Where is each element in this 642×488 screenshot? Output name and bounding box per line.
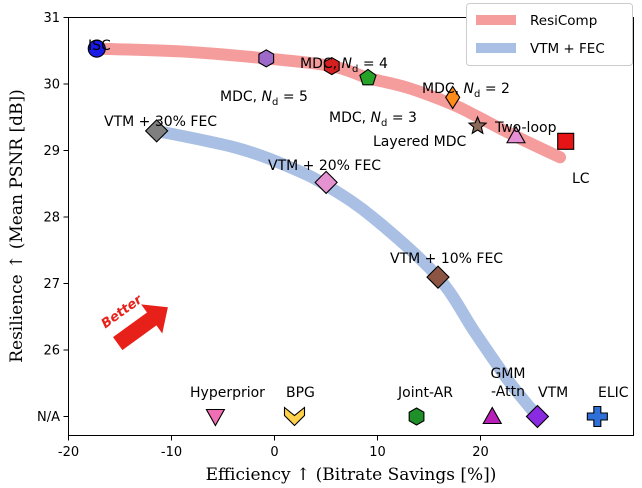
- marker-vtm: [525, 404, 550, 429]
- label-gmm-attn: GMM -Attn: [490, 366, 525, 400]
- marker-layered-mdc: [467, 115, 488, 135]
- x-axis: -20 -10 0 10 20: [58, 435, 489, 460]
- y-tick-29: 29: [43, 144, 69, 159]
- marker-vtm-10-fec: [426, 265, 450, 289]
- marker-mdc-n-d-2: [445, 85, 461, 110]
- x-tick-label-2: 0: [270, 445, 278, 460]
- y-tick-label-28: 28: [43, 211, 60, 226]
- label-joint-ar: Joint-AR: [397, 385, 453, 401]
- label-mdc-nd5: MDC, Nd = 5: [220, 89, 308, 108]
- marker-mdc-n-d-5: [258, 49, 275, 68]
- marker-joint-ar: [408, 407, 425, 426]
- marker-lc: [557, 132, 575, 150]
- label-gmm-attn-line2: -Attn: [491, 384, 525, 400]
- y-tick-label-na: N/A: [37, 410, 60, 425]
- x-tick-4: 20: [472, 435, 489, 460]
- marker-two-loop: [506, 125, 526, 144]
- better-arrow: [113, 304, 168, 351]
- marker-vtm-20-fec: [314, 170, 338, 195]
- y-tick-na: N/A: [37, 410, 69, 425]
- y-tick-26: 26: [43, 344, 69, 359]
- curve-vtm-fec: [150, 124, 544, 423]
- label-vtm-30-fec: VTM + 30% FEC: [104, 114, 217, 130]
- y-axis: 31 30 29 28 27 26 N/A: [37, 11, 69, 425]
- label-mdc-nd4: MDC, Nd = 4: [300, 56, 388, 75]
- label-mdc-nd2: MDC, Nd = 2: [422, 81, 510, 100]
- point-labels: ISC MDC, Nd = 5 MDC, Nd = 4 MDC, Nd = 3 …: [88, 38, 629, 401]
- y-tick-30: 30: [43, 78, 69, 93]
- label-bpg: BPG: [286, 385, 315, 401]
- y-tick-27: 27: [43, 277, 69, 292]
- label-vtm-10-fec: VTM + 10% FEC: [390, 251, 503, 267]
- y-tick-label-30: 30: [43, 78, 60, 93]
- legend-entry-vtm-fec: VTM + FEC: [476, 41, 605, 57]
- x-tick-3: 10: [369, 435, 386, 460]
- legend: ResiComp VTM + FEC: [466, 3, 633, 66]
- marker-mdc-n-d-3: [359, 68, 377, 86]
- label-layered-mdc: Layered MDC: [373, 134, 467, 150]
- plot-area-frame: [68, 17, 634, 436]
- legend-label-vtm-fec: VTM + FEC: [530, 41, 605, 57]
- y-tick-28: 28: [43, 211, 69, 226]
- y-tick-label-26: 26: [43, 344, 60, 359]
- legend-label-resicomp: ResiComp: [530, 13, 597, 29]
- y-tick-label-29: 29: [43, 144, 60, 159]
- x-tick-label-1: -10: [161, 445, 182, 460]
- marker-elic: [586, 405, 608, 428]
- label-elic: ELIC: [598, 385, 629, 401]
- marker-hyperprior: [205, 408, 226, 427]
- marker-mdc-n-d-4: [323, 56, 340, 76]
- marker-bpg: [283, 406, 306, 427]
- x-tick-label-3: 10: [369, 445, 386, 460]
- label-isc: ISC: [88, 38, 111, 54]
- label-hyperprior: Hyperprior: [190, 385, 265, 401]
- y-axis-label: Resilience ↑ (Mean PSNR [dB]): [7, 89, 27, 363]
- x-tick-label-0: -20: [58, 445, 79, 460]
- marker-isc: [87, 39, 106, 58]
- legend-entry-resicomp: ResiComp: [476, 13, 597, 29]
- x-tick-0: -20: [58, 435, 79, 460]
- x-tick-label-4: 20: [472, 445, 489, 460]
- better-annotation: Better: [99, 292, 168, 351]
- label-two-loop: Two-loop: [494, 120, 557, 136]
- markers-layer: [87, 39, 608, 429]
- y-tick-label-27: 27: [43, 277, 60, 292]
- x-axis-label: Efficiency ↑ (Bitrate Savings [%]): [206, 465, 497, 485]
- x-tick-2: 0: [270, 435, 279, 460]
- label-vtm: VTM: [538, 385, 568, 401]
- y-tick-31: 31: [43, 11, 69, 26]
- curves-layer: [90, 42, 567, 423]
- label-gmm-attn-line1: GMM: [490, 366, 525, 382]
- label-lc: LC: [572, 171, 590, 187]
- y-tick-label-31: 31: [43, 11, 60, 26]
- marker-gmm-attn: [482, 406, 503, 425]
- label-mdc-nd3: MDC, Nd = 3: [329, 110, 417, 129]
- label-vtm-20-fec: VTM + 20% FEC: [268, 158, 381, 174]
- x-tick-1: -10: [161, 435, 182, 460]
- marker-vtm-30-fec: [144, 119, 169, 143]
